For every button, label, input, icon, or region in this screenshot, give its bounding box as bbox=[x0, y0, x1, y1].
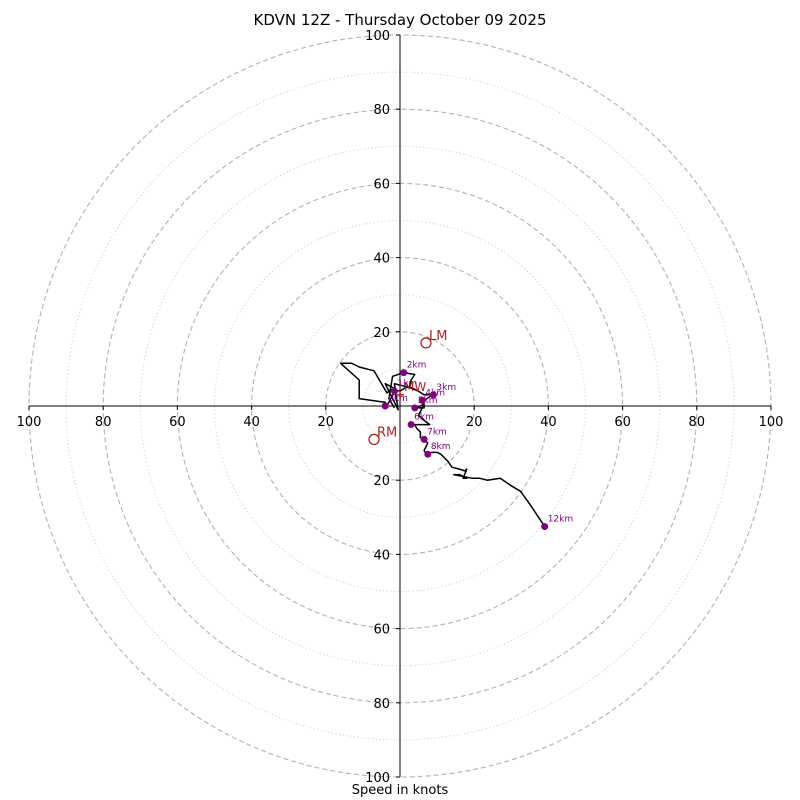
height-point-4km bbox=[418, 396, 426, 404]
x-tick-label: 20 bbox=[318, 415, 335, 430]
height-point-3km bbox=[429, 391, 437, 399]
y-tick-label: 80 bbox=[373, 697, 390, 712]
height-label-7km: 7km bbox=[427, 427, 447, 437]
height-label-3km: 3km bbox=[436, 383, 456, 393]
x-tick-label: 80 bbox=[689, 415, 706, 430]
y-tick-label: 100 bbox=[365, 29, 390, 44]
x-tick-labels: 100 80 60 40 20 20 40 60 80 100 bbox=[17, 406, 784, 430]
height-point-1km bbox=[390, 387, 398, 395]
x-tick-label: 40 bbox=[540, 415, 557, 430]
height-point-5km bbox=[411, 404, 419, 412]
y-tick-label: 100 bbox=[365, 771, 390, 786]
chart-title: KDVN 12Z - Thursday October 09 2025 bbox=[253, 11, 547, 29]
height-point-2km bbox=[400, 369, 408, 377]
axes bbox=[29, 35, 771, 777]
storm-motion-MW-marker bbox=[396, 390, 404, 399]
x-tick-label: 100 bbox=[17, 415, 42, 430]
storm-motion-markers: LM RM MW bbox=[368, 329, 447, 446]
y-tick-label: 40 bbox=[373, 548, 390, 563]
x-tick-label: 60 bbox=[169, 415, 186, 430]
x-tick-label: 40 bbox=[243, 415, 260, 430]
y-tick-label: 60 bbox=[373, 177, 390, 192]
height-label-1km: 1km bbox=[397, 379, 417, 389]
storm-motion-RM-marker bbox=[368, 433, 380, 446]
y-tick-label: 60 bbox=[373, 623, 390, 638]
storm-motion-RM-label: RM bbox=[377, 425, 397, 440]
height-point-12km bbox=[541, 523, 549, 531]
height-point-0km bbox=[381, 402, 389, 410]
height-label-4km: 4km bbox=[425, 388, 445, 398]
height-label-12km: 12km bbox=[548, 515, 573, 525]
height-point-8km bbox=[424, 450, 432, 458]
height-label-0km: 0km bbox=[388, 394, 408, 404]
height-label-5km: 5km bbox=[418, 396, 438, 406]
x-tick-label: 60 bbox=[614, 415, 631, 430]
x-tick-label: 100 bbox=[759, 415, 784, 430]
x-tick-label: 80 bbox=[95, 415, 112, 430]
y-tick-labels: 100 80 60 40 20 20 40 60 80 100 bbox=[365, 29, 400, 786]
y-tick-label: 80 bbox=[373, 103, 390, 118]
height-point-7km bbox=[420, 435, 428, 443]
x-axis-label: Speed in knots bbox=[351, 783, 449, 798]
storm-motion-MW-label: MW bbox=[404, 380, 426, 394]
y-tick-label: 40 bbox=[373, 252, 390, 267]
y-tick-label: 20 bbox=[373, 326, 390, 341]
height-point-6km bbox=[407, 421, 415, 429]
y-tick-label: 20 bbox=[373, 474, 390, 489]
height-label-6km: 6km bbox=[414, 413, 434, 423]
x-tick-label: 20 bbox=[466, 415, 483, 430]
height-label-2km: 2km bbox=[407, 361, 427, 371]
height-label-8km: 8km bbox=[431, 442, 451, 452]
storm-motion-LM-label: LM bbox=[429, 329, 447, 344]
storm-motion-LM-marker bbox=[420, 337, 432, 349]
